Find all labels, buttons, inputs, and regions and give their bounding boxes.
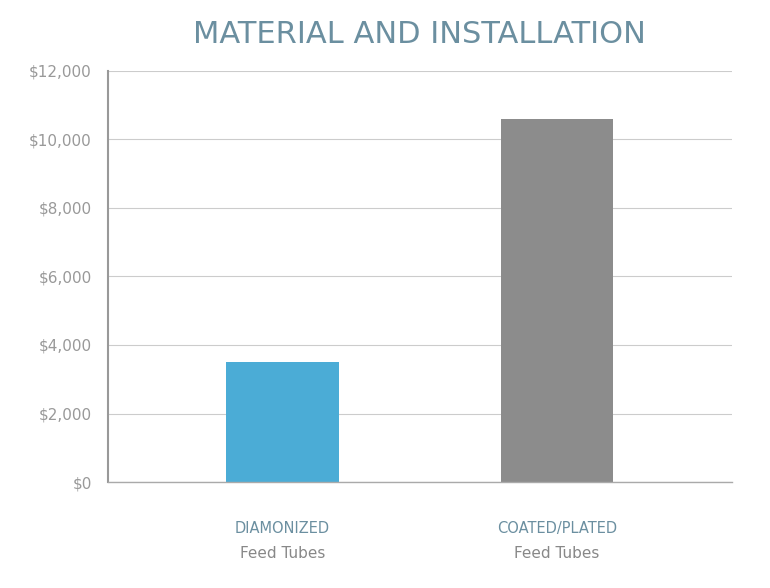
Title: MATERIAL AND INSTALLATION: MATERIAL AND INSTALLATION	[193, 20, 646, 49]
Text: Feed Tubes: Feed Tubes	[239, 546, 325, 561]
Text: DIAMONIZED: DIAMONIZED	[235, 521, 330, 536]
Text: Feed Tubes: Feed Tubes	[514, 546, 600, 561]
Bar	[226, 362, 339, 482]
Bar	[500, 119, 613, 482]
Text: COATED/PLATED: COATED/PLATED	[497, 521, 617, 536]
